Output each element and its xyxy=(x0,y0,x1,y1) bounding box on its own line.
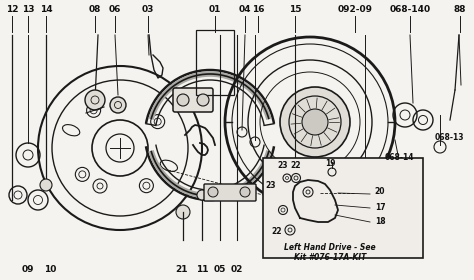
Text: 068-13: 068-13 xyxy=(435,134,465,143)
Text: 068-14: 068-14 xyxy=(385,153,414,162)
Circle shape xyxy=(176,205,190,219)
FancyBboxPatch shape xyxy=(204,184,256,201)
Text: 88: 88 xyxy=(454,6,466,15)
Text: 09: 09 xyxy=(22,265,34,274)
Text: 02: 02 xyxy=(231,265,243,274)
Text: 06: 06 xyxy=(109,6,121,15)
FancyBboxPatch shape xyxy=(263,158,423,258)
Circle shape xyxy=(40,179,52,191)
FancyBboxPatch shape xyxy=(173,88,213,112)
Circle shape xyxy=(208,187,218,197)
Text: 21: 21 xyxy=(176,265,188,274)
Text: 17: 17 xyxy=(374,204,385,213)
Circle shape xyxy=(302,109,328,135)
Text: Left Hand Drive - See: Left Hand Drive - See xyxy=(284,244,376,253)
Text: 18: 18 xyxy=(374,218,385,227)
Text: 08: 08 xyxy=(89,6,101,15)
Text: 23: 23 xyxy=(266,181,276,190)
Text: 15: 15 xyxy=(289,6,301,15)
Text: 22: 22 xyxy=(291,160,301,169)
Circle shape xyxy=(197,190,207,200)
Text: 13: 13 xyxy=(22,6,34,15)
Text: 22: 22 xyxy=(272,227,282,237)
Circle shape xyxy=(240,187,250,197)
Circle shape xyxy=(110,97,126,113)
Text: 19: 19 xyxy=(325,158,335,167)
Text: 04: 04 xyxy=(239,6,251,15)
Text: 10: 10 xyxy=(44,265,56,274)
Circle shape xyxy=(280,87,350,157)
Circle shape xyxy=(177,94,189,106)
Text: 16: 16 xyxy=(252,6,264,15)
Text: 092-09: 092-09 xyxy=(337,6,373,15)
Text: Kit #076-17A-KIT: Kit #076-17A-KIT xyxy=(294,253,366,263)
Text: 03: 03 xyxy=(142,6,154,15)
Circle shape xyxy=(85,90,105,110)
Circle shape xyxy=(197,94,209,106)
Text: 05: 05 xyxy=(214,265,226,274)
Text: 12: 12 xyxy=(6,6,18,15)
Text: 14: 14 xyxy=(40,6,52,15)
Text: 11: 11 xyxy=(196,265,208,274)
Text: 01: 01 xyxy=(209,6,221,15)
Text: 068-140: 068-140 xyxy=(390,6,430,15)
Text: 23: 23 xyxy=(278,160,288,169)
Circle shape xyxy=(287,173,303,189)
Text: 20: 20 xyxy=(375,188,385,197)
